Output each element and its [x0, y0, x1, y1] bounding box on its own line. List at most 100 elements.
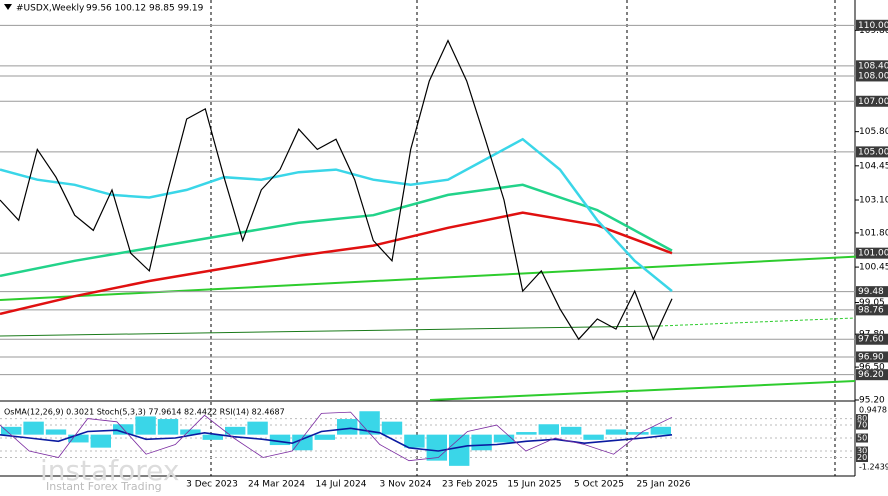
- indicator-line: [0, 427, 673, 452]
- osma-bar: [157, 419, 179, 435]
- y-tick-label: 30: [857, 447, 867, 456]
- x-tick-label: 5 Oct 2025: [574, 480, 624, 490]
- level-label: 99.48: [858, 287, 884, 297]
- y-tick-label: 104.45: [859, 161, 888, 171]
- osma-bar: [225, 426, 246, 435]
- osma-bar: [605, 429, 627, 435]
- level-label-bg: [856, 414, 868, 424]
- y-tick-label: 80: [857, 414, 867, 423]
- level-label-bg: [856, 304, 888, 316]
- moving-average: [0, 137, 673, 293]
- moving-average: [0, 183, 673, 278]
- osma-bar: [628, 432, 649, 435]
- level-label-bg: [856, 70, 888, 82]
- level-label-bg: [856, 19, 888, 31]
- level-label: 107.00: [858, 97, 888, 107]
- symbol: #USDX,Weekly: [16, 4, 85, 14]
- y-tick-label: 103.10: [859, 196, 888, 206]
- level-label: 96.90: [858, 352, 884, 362]
- moving-average: [0, 211, 673, 316]
- osma-bar: [426, 434, 447, 461]
- level-label-bg: [856, 95, 888, 107]
- watermark-brand: instaforex: [40, 454, 179, 487]
- level-label: 105.00: [858, 147, 888, 157]
- level-label-bg: [856, 446, 868, 456]
- osma-bar: [516, 432, 537, 435]
- osma-bar: [90, 434, 111, 448]
- watermark-slogan: Instant Forex Trading: [46, 480, 162, 493]
- trend-line: [0, 254, 888, 301]
- y-tick-label: 105.80: [859, 127, 888, 137]
- x-tick-label: 14 Jul 2024: [316, 480, 367, 490]
- level-label-bg: [856, 452, 868, 462]
- osma-bar: [45, 429, 67, 435]
- osma-bar: [337, 419, 358, 435]
- level-label-bg: [856, 333, 888, 345]
- level-label: 97.60: [858, 335, 884, 345]
- x-tick-label: 3 Dec 2023: [186, 480, 238, 490]
- level-label-bg: [856, 146, 888, 158]
- osma-bar: [1, 426, 22, 435]
- ohlc: 99.56 100.12 98.85 99.19: [86, 4, 204, 14]
- osma-bar: [135, 416, 156, 435]
- osma-bar: [113, 424, 134, 435]
- y-tick-label: 95.20: [859, 396, 885, 406]
- osma-bar: [404, 434, 425, 448]
- x-tick-label: 25 Jan 2026: [637, 480, 691, 490]
- indicator-title: OsMA(12,26,9) 0.3021 Stoch(5,3,3) 77.961…: [4, 408, 285, 417]
- level-label-bg: [856, 60, 888, 72]
- y-tick-label: 100.45: [859, 263, 888, 273]
- osma-bar: [202, 434, 223, 440]
- level-label: 98.76: [858, 305, 884, 315]
- y-tick-label: 109.80: [859, 26, 888, 36]
- y-tick-label: 99.05: [859, 298, 885, 308]
- level-label: 101.00: [858, 249, 888, 259]
- x-tick-label: 15 Jun 2025: [507, 480, 561, 490]
- osma-bar: [247, 421, 268, 435]
- level-label-bg: [856, 247, 888, 259]
- osma-bar: [314, 434, 335, 440]
- osma-bar: [180, 429, 201, 435]
- y-tick-label: 20: [857, 453, 867, 462]
- y-tick-label: 50: [857, 434, 867, 443]
- level-label: 110.00: [858, 21, 888, 31]
- level-label: 108.40: [858, 61, 888, 71]
- x-tick-label: 3 Nov 2024: [380, 480, 432, 490]
- menu-arrow[interactable]: [4, 4, 12, 10]
- osma-bar: [650, 426, 671, 435]
- osma-bar: [561, 426, 582, 435]
- osma-bar: [269, 434, 291, 446]
- price-line: [0, 39, 673, 341]
- osma-bar: [471, 434, 492, 451]
- osma-bar: [359, 411, 380, 435]
- separators: [210, 0, 836, 476]
- y-tick-label: 96.50: [859, 363, 885, 373]
- osma-tick-label: 0.9478: [859, 406, 887, 415]
- osma-bar: [583, 434, 604, 440]
- plot: 109.80 105.80 104.45 103.10 101.80 100.45 99.0…: [0, 19, 888, 490]
- trend-line: [659, 317, 856, 327]
- osma-bar: [292, 434, 313, 451]
- x-tick-label: 23 Feb 2025: [442, 480, 498, 490]
- level-label-bg: [856, 351, 888, 363]
- trend-line: [0, 325, 661, 337]
- level-label-bg: [856, 369, 888, 381]
- y-tick-label: 101.80: [859, 228, 888, 238]
- level-label: 108.00: [858, 71, 888, 81]
- trend-line: [429, 380, 856, 401]
- level-label-bg: [856, 286, 888, 298]
- osma-tick-label: -1.2439: [859, 463, 888, 472]
- osma-bar: [449, 434, 470, 466]
- x-tick-label: 24 Mar 2024: [248, 480, 305, 490]
- osma-bar: [538, 424, 559, 435]
- level-label: 96.20: [858, 370, 884, 380]
- level-label-bg: [856, 433, 868, 443]
- osma-bar: [23, 421, 44, 435]
- y-tick-label: 70: [857, 421, 867, 430]
- level-label-bg: [856, 420, 868, 430]
- osma-bar: [493, 434, 515, 443]
- osma-bar: [68, 434, 89, 443]
- indicator-line: [0, 411, 673, 462]
